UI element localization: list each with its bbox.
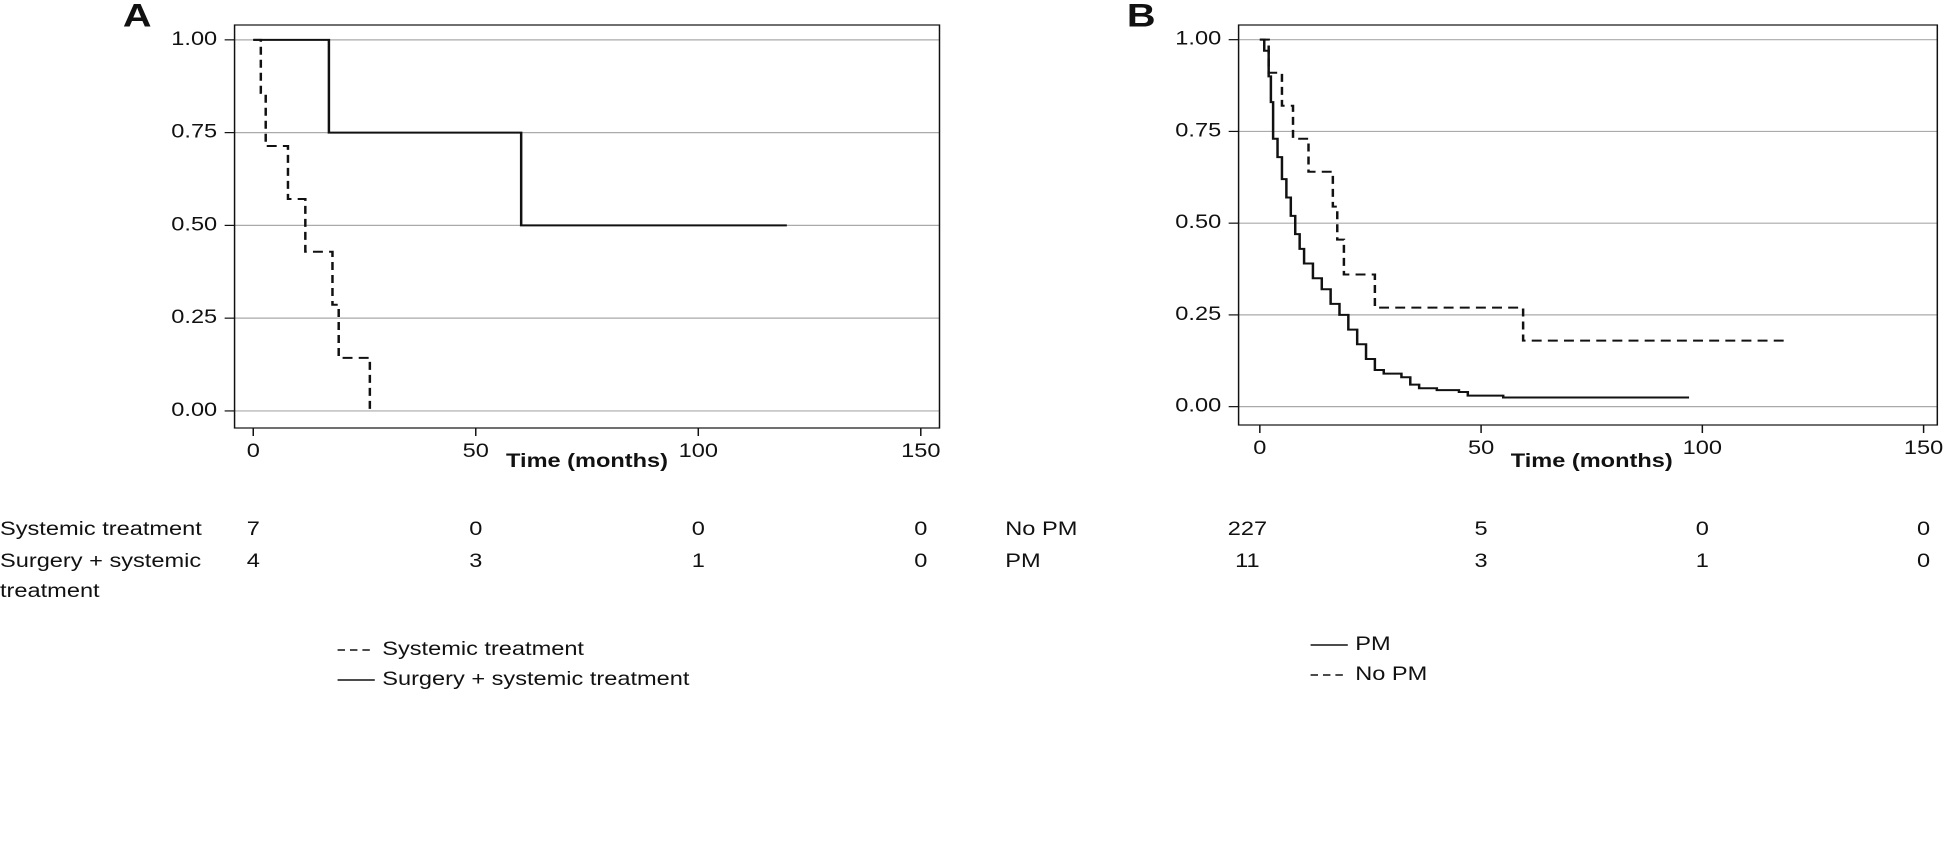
risk-count: 1 bbox=[692, 550, 705, 571]
risk-count: 0 bbox=[1917, 518, 1930, 539]
panel-label: B bbox=[1127, 0, 1156, 34]
y-tick-label: 0.50 bbox=[1175, 211, 1221, 232]
y-tick-label: 0.00 bbox=[1175, 395, 1221, 416]
x-tick-label: 150 bbox=[901, 440, 940, 461]
risk-count: 0 bbox=[914, 550, 927, 571]
risk-count: 0 bbox=[914, 518, 927, 539]
risk-count: 0 bbox=[1917, 550, 1930, 571]
risk-count: 7 bbox=[247, 518, 260, 539]
y-tick-label: 0.25 bbox=[1175, 303, 1221, 324]
legend-label: No PM bbox=[1355, 663, 1427, 684]
risk-count: 0 bbox=[469, 518, 482, 539]
x-tick-label: 0 bbox=[1253, 437, 1266, 458]
risk-row-label-box: Surgery + systemic treatment bbox=[0, 551, 202, 602]
legend-label: PM bbox=[1355, 633, 1390, 654]
survival-curve bbox=[1259, 38, 1690, 399]
x-tick-label: 0 bbox=[247, 440, 260, 461]
risk-row-label: No PM bbox=[1005, 519, 1078, 540]
x-tick-label: 100 bbox=[1683, 437, 1722, 458]
risk-count: 4 bbox=[247, 550, 260, 571]
y-tick-label: 0.00 bbox=[171, 399, 217, 420]
risk-count: 11 bbox=[1235, 550, 1259, 571]
y-tick-label: 1.00 bbox=[1175, 28, 1221, 49]
plot-frame bbox=[233, 24, 941, 429]
x-axis-label: Time (months) bbox=[506, 450, 668, 471]
risk-row-label: Systemic treatment bbox=[0, 519, 202, 540]
survival-curve bbox=[253, 38, 372, 411]
risk-count: 3 bbox=[469, 550, 482, 571]
risk-count: 3 bbox=[1475, 550, 1488, 571]
x-tick-label: 50 bbox=[463, 440, 489, 461]
panel-label: A bbox=[123, 0, 152, 34]
x-tick-label: 100 bbox=[679, 440, 718, 461]
survival-curve bbox=[1259, 38, 1789, 342]
y-tick-label: 0.75 bbox=[171, 121, 217, 142]
x-axis-label: Time (months) bbox=[1511, 450, 1673, 471]
risk-count: 0 bbox=[692, 518, 705, 539]
risk-row-label: Surgery + systemic treatment bbox=[0, 551, 202, 602]
x-tick-label: 50 bbox=[1468, 437, 1494, 458]
risk-row-label-box: PM bbox=[1005, 551, 1041, 572]
legend-label: Systemic treatment bbox=[382, 638, 584, 659]
y-tick-label: 1.00 bbox=[171, 28, 217, 49]
plot-frame bbox=[1237, 24, 1939, 426]
risk-count: 1 bbox=[1696, 550, 1709, 571]
risk-row-label-box: Systemic treatment bbox=[0, 519, 202, 540]
risk-count: 0 bbox=[1696, 518, 1709, 539]
risk-row-label-box: No PM bbox=[1005, 519, 1078, 540]
risk-count: 5 bbox=[1475, 518, 1488, 539]
legend-label: Surgery + systemic treatment bbox=[382, 668, 689, 689]
y-tick-label: 0.50 bbox=[171, 214, 217, 235]
risk-row-label: PM bbox=[1005, 551, 1041, 572]
risk-count: 227 bbox=[1228, 518, 1267, 539]
y-tick-label: 0.25 bbox=[171, 306, 217, 327]
x-tick-label: 150 bbox=[1904, 437, 1943, 458]
y-tick-label: 0.75 bbox=[1175, 120, 1221, 141]
survival-curve bbox=[253, 38, 787, 227]
